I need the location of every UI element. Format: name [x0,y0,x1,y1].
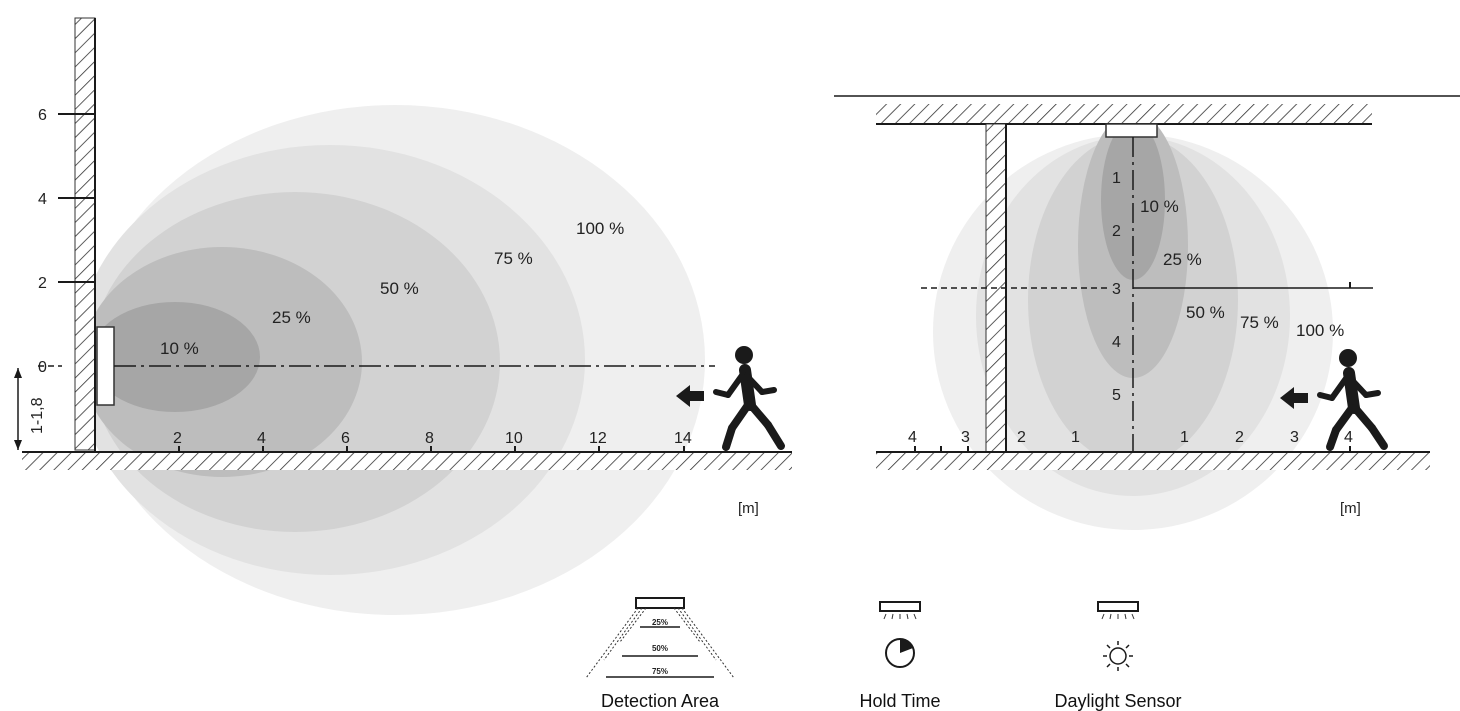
top-unit: [m] [1340,500,1361,517]
top-zone-10 [1101,120,1165,280]
top-label-50: 50 % [1186,303,1225,322]
top-label-25: 25 % [1163,250,1202,269]
top-label-10: 10 % [1140,197,1179,216]
side-x-tick-8: 8 [425,430,434,447]
side-x-tick-6: 6 [341,430,350,447]
legend: 25% 50% 75% Detection Area Hold Time [585,597,1182,711]
top-ceiling [876,104,1372,124]
side-direction-arrow [676,385,704,407]
top-width-tick-right-1: 1 [1180,429,1189,446]
side-y-tick-6: 6 [38,107,47,124]
top-width-tick-left-4: 4 [908,429,917,446]
top-depth-tick-5: 5 [1112,387,1121,404]
side-unit: [m] [738,500,759,517]
detection-area-legend: 25% 50% 75% Detection Area [585,597,735,711]
top-width-tick-right-4: 4 [1344,429,1353,446]
side-x-tick-2: 2 [173,430,182,447]
top-width-tick-left-3: 3 [961,429,970,446]
top-label-100: 100 % [1296,321,1344,340]
side-label-100: 100 % [576,219,624,238]
top-person-icon [1317,349,1388,451]
top-floor [876,452,1430,470]
top-depth-tick-4: 4 [1112,334,1121,351]
detection-level-25: 25% [652,618,668,627]
top-width-tick-left-1: 1 [1071,429,1080,446]
daylight-sensor-label: Daylight Sensor [1054,691,1181,711]
detection-level-50: 50% [652,644,668,653]
top-width-tick-right-2: 2 [1235,429,1244,446]
hold-time-legend: Hold Time [859,601,941,711]
clock-icon [885,638,915,668]
mount-height-label: 1-1,8 [29,397,46,434]
top-depth-tick-2: 2 [1112,223,1121,240]
daylight-sensor-device-icon [1097,601,1139,612]
sun-icon [1103,641,1133,671]
top-view-diagram: 1 2 3 4 5 4 3 2 1 1 2 3 4 10 % 25 % 50 %… [834,95,1460,530]
top-direction-arrow [1280,387,1308,409]
side-y-tick-0: 0 [38,359,47,376]
top-label-75: 75 % [1240,313,1279,332]
side-label-10: 10 % [160,339,199,358]
side-view-diagram: 6 4 2 0 1-1,8 2 4 6 8 10 12 14 10 % 25 %… [14,17,792,615]
side-y-tick-2: 2 [38,275,47,292]
side-x-tick-10: 10 [505,430,523,447]
top-depth-tick-1: 1 [1112,170,1121,187]
top-width-tick-right-3: 3 [1290,429,1299,446]
detection-level-75: 75% [652,667,668,676]
top-width-tick-left-2: 2 [1017,429,1026,446]
side-zone-10 [90,302,260,412]
top-sensor [1105,123,1158,138]
side-label-50: 50 % [380,279,419,298]
side-x-tick-12: 12 [589,430,607,447]
top-depth-tick-3: 3 [1112,281,1121,298]
hold-time-label: Hold Time [859,691,940,711]
side-x-tick-4: 4 [257,430,266,447]
side-person-icon [713,346,785,451]
side-x-tick-14: 14 [674,430,692,447]
side-label-25: 25 % [272,308,311,327]
side-floor [22,452,792,470]
detection-area-label: Detection Area [601,691,720,711]
detection-sensor-icon [635,597,685,609]
side-label-75: 75 % [494,249,533,268]
side-sensor [96,326,115,406]
side-wall [74,17,96,451]
hold-time-sensor-icon [879,601,921,612]
daylight-sensor-legend: Daylight Sensor [1054,601,1182,711]
side-y-tick-4: 4 [38,191,47,208]
